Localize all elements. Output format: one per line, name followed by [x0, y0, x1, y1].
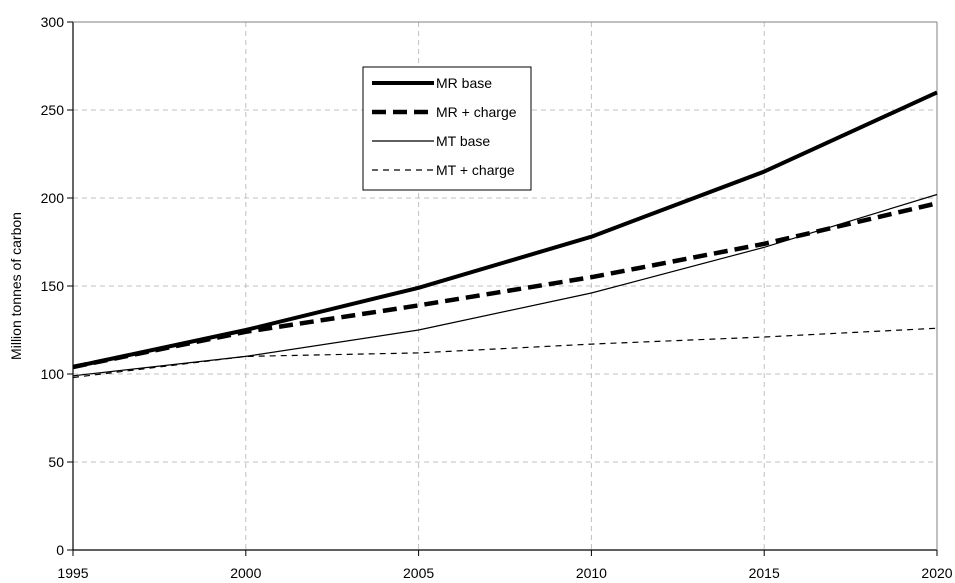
legend: MR base MR + charge MT base MT + charge [362, 66, 532, 191]
legend-label: MR + charge [436, 104, 517, 120]
x-tick-labels: 1995 2000 2005 2010 2015 2020 [57, 565, 952, 581]
legend-box [362, 66, 532, 191]
series-line-mt-charge [72, 327, 938, 379]
x-tick-label: 2000 [230, 565, 261, 581]
legend-label: MT base [436, 133, 490, 149]
series-line-mr-charge [72, 201, 938, 370]
y-tick-label: 0 [56, 542, 64, 558]
x-tick-label: 1995 [57, 565, 88, 581]
legend-label: MR base [436, 75, 492, 91]
y-tick-label: 100 [41, 366, 65, 382]
y-tick-label: 250 [41, 102, 65, 118]
x-tick-label: 2010 [576, 565, 607, 581]
x-tick-label: 2015 [749, 565, 780, 581]
axes [67, 21, 938, 556]
x-tick-label: 2020 [921, 565, 952, 581]
y-axis-title: Million tonnes of carbon [8, 212, 24, 360]
y-tick-label: 50 [48, 454, 64, 470]
x-tick-label: 2005 [403, 565, 434, 581]
legend-label: MT + charge [436, 162, 515, 178]
y-tick-label: 150 [41, 278, 65, 294]
y-tick-labels: 0 50 100 150 200 250 300 [41, 14, 65, 558]
series-lines [72, 90, 938, 379]
y-tick-label: 300 [41, 14, 65, 30]
y-tick-label: 200 [41, 190, 65, 206]
